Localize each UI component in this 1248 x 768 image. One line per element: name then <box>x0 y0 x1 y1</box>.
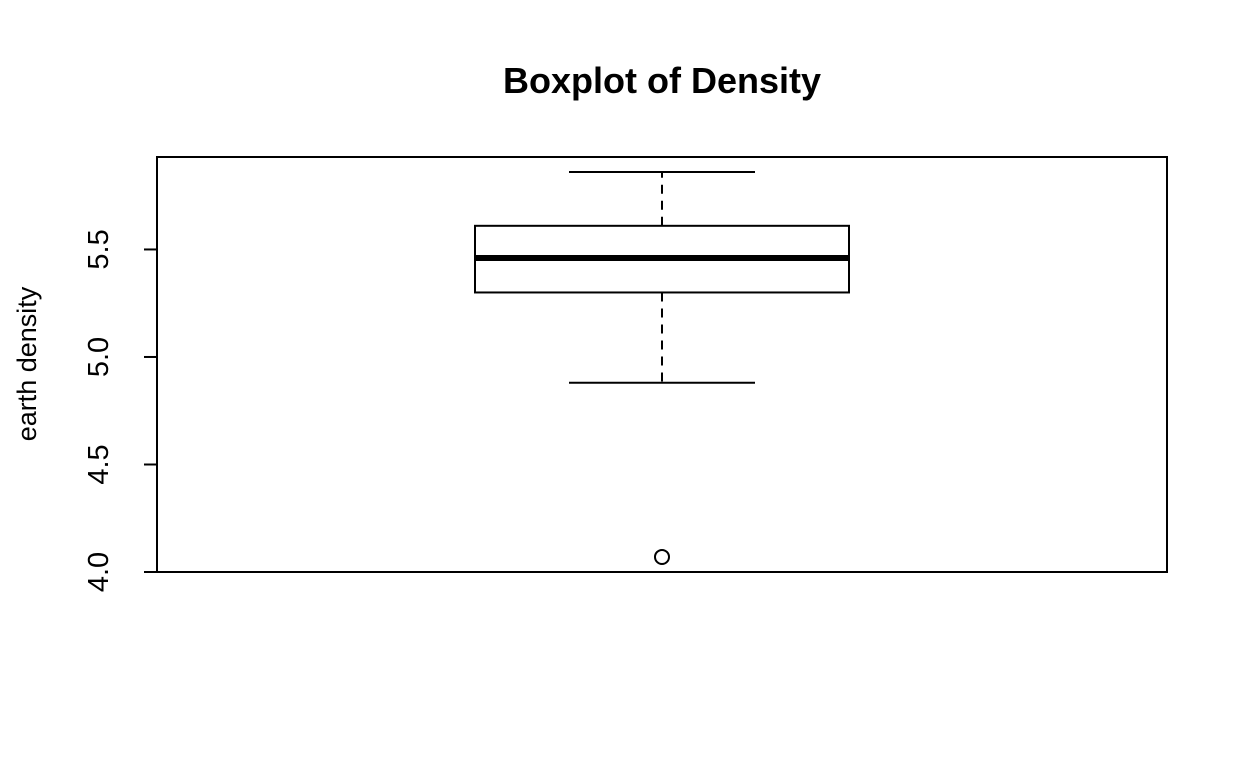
y-tick-label: 5.0 <box>83 337 115 377</box>
y-tick-label: 5.5 <box>83 229 115 269</box>
y-tick-label: 4.0 <box>83 552 115 592</box>
box-group <box>474 171 850 565</box>
outlier-point <box>654 548 670 565</box>
y-axis: 4.0 4.5 5.0 5.5 <box>83 229 158 592</box>
chart-title: Boxplot of Density <box>503 60 821 101</box>
y-tick-label: 4.5 <box>83 444 115 484</box>
y-axis-label: earth density <box>12 286 42 441</box>
